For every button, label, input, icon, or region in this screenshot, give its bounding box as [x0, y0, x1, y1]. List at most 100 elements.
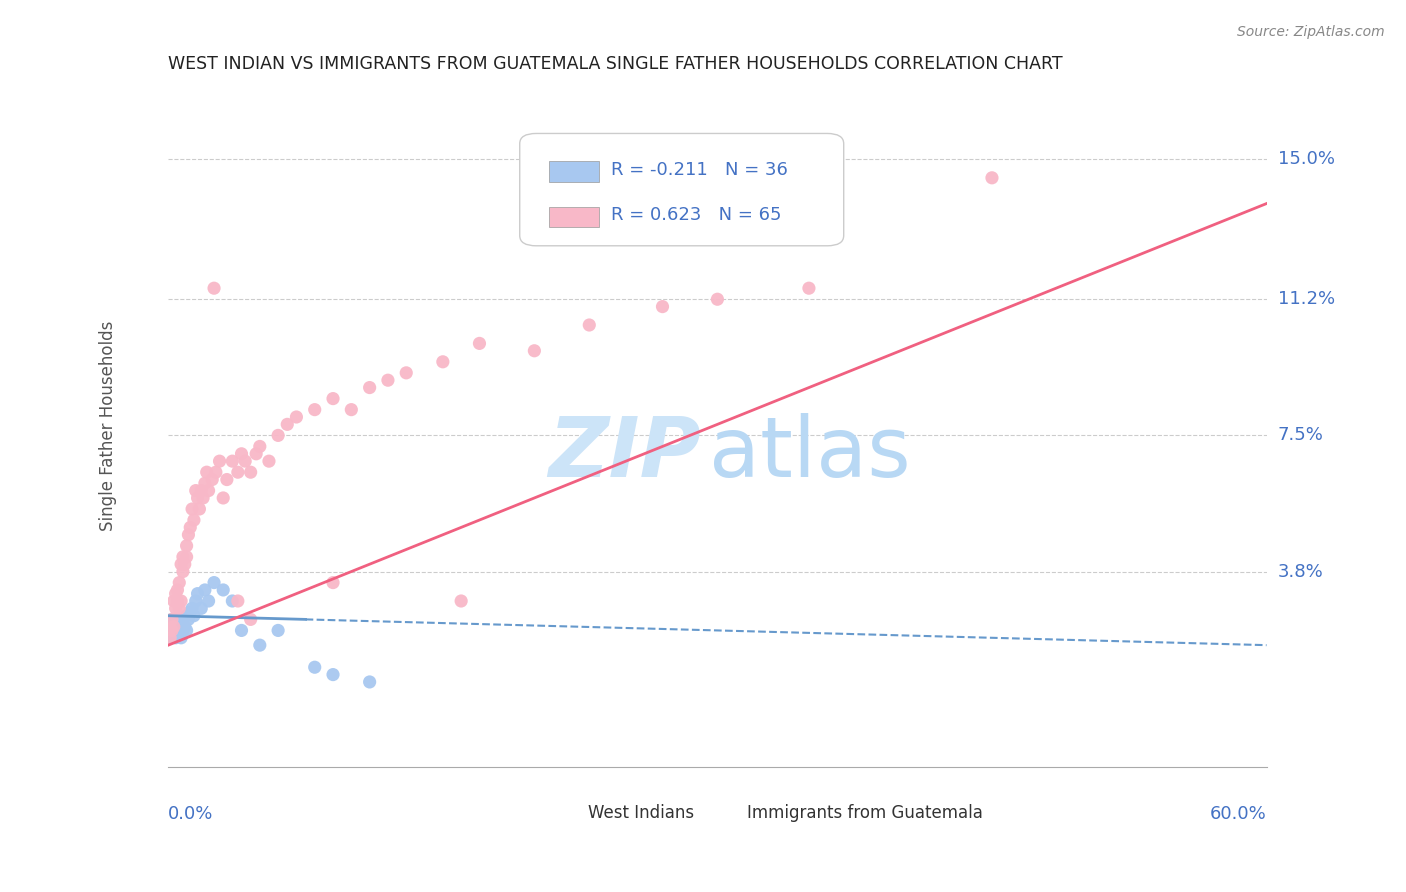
Point — [212, 582, 235, 597]
Point — [212, 491, 235, 505]
Point — [450, 594, 472, 608]
FancyBboxPatch shape — [547, 806, 581, 821]
Point — [169, 620, 191, 634]
Point — [267, 624, 290, 638]
Point — [166, 624, 188, 638]
Point — [197, 483, 219, 498]
Point — [190, 483, 212, 498]
Point — [165, 601, 187, 615]
Point — [194, 582, 217, 597]
Point — [221, 594, 243, 608]
Text: Single Father Households: Single Father Households — [98, 321, 117, 532]
Text: West Indians: West Indians — [588, 804, 695, 822]
Point — [160, 612, 183, 626]
Point — [208, 454, 231, 468]
Point — [165, 587, 187, 601]
Point — [188, 502, 211, 516]
Point — [170, 594, 193, 608]
Point — [651, 300, 673, 314]
Point — [797, 281, 820, 295]
Point — [578, 318, 600, 332]
Text: 7.5%: 7.5% — [1278, 426, 1323, 444]
Point — [176, 608, 198, 623]
Text: 11.2%: 11.2% — [1278, 290, 1334, 309]
Point — [340, 402, 363, 417]
Point — [215, 473, 238, 487]
Point — [191, 491, 214, 505]
Point — [304, 660, 326, 674]
Point — [226, 465, 249, 479]
Point — [267, 428, 290, 442]
Point — [166, 582, 188, 597]
Text: Source: ZipAtlas.com: Source: ZipAtlas.com — [1237, 25, 1385, 39]
Point — [276, 417, 298, 432]
Point — [183, 608, 205, 623]
Point — [179, 605, 201, 619]
Point — [160, 624, 183, 638]
FancyBboxPatch shape — [520, 134, 844, 246]
Point — [195, 465, 218, 479]
Point — [163, 620, 186, 634]
Point — [170, 616, 193, 631]
FancyBboxPatch shape — [550, 161, 599, 182]
Point — [706, 292, 728, 306]
Point — [159, 631, 181, 645]
Point — [163, 620, 186, 634]
Point — [181, 601, 204, 615]
Point — [177, 612, 200, 626]
Text: R = 0.623   N = 65: R = 0.623 N = 65 — [610, 206, 782, 224]
Point — [172, 624, 194, 638]
Point — [166, 612, 188, 626]
Text: 0.0%: 0.0% — [169, 805, 214, 823]
Point — [231, 447, 253, 461]
Point — [170, 558, 193, 572]
Point — [187, 587, 209, 601]
Point — [187, 491, 209, 505]
Point — [176, 549, 198, 564]
Point — [201, 473, 224, 487]
Point — [359, 380, 381, 394]
Point — [202, 575, 225, 590]
Point — [169, 627, 191, 641]
Point — [170, 631, 193, 645]
Point — [468, 336, 491, 351]
Point — [166, 594, 188, 608]
Point — [181, 502, 204, 516]
Point — [194, 476, 217, 491]
Text: ZIP: ZIP — [548, 413, 702, 494]
Point — [163, 594, 186, 608]
Point — [160, 612, 183, 626]
Point — [176, 624, 198, 638]
Point — [432, 355, 454, 369]
Point — [179, 520, 201, 534]
Text: Immigrants from Guatemala: Immigrants from Guatemala — [747, 804, 983, 822]
Point — [172, 612, 194, 626]
FancyBboxPatch shape — [706, 806, 740, 821]
Point — [184, 594, 207, 608]
Point — [202, 281, 225, 295]
Point — [257, 454, 280, 468]
Text: atlas: atlas — [709, 413, 910, 494]
Point — [173, 558, 195, 572]
Point — [304, 402, 326, 417]
Point — [183, 513, 205, 527]
Point — [173, 620, 195, 634]
Point — [169, 601, 191, 615]
Text: 15.0%: 15.0% — [1278, 151, 1334, 169]
Point — [395, 366, 418, 380]
Point — [249, 638, 271, 652]
Point — [205, 465, 228, 479]
Point — [197, 594, 219, 608]
Point — [523, 343, 546, 358]
Point — [176, 539, 198, 553]
Text: R = -0.211   N = 36: R = -0.211 N = 36 — [610, 161, 787, 178]
Point — [190, 601, 212, 615]
Point — [249, 439, 271, 453]
Point — [221, 454, 243, 468]
Point — [359, 675, 381, 690]
Point — [159, 631, 181, 645]
Point — [165, 631, 187, 645]
Point — [239, 612, 262, 626]
Point — [184, 483, 207, 498]
Point — [322, 575, 344, 590]
